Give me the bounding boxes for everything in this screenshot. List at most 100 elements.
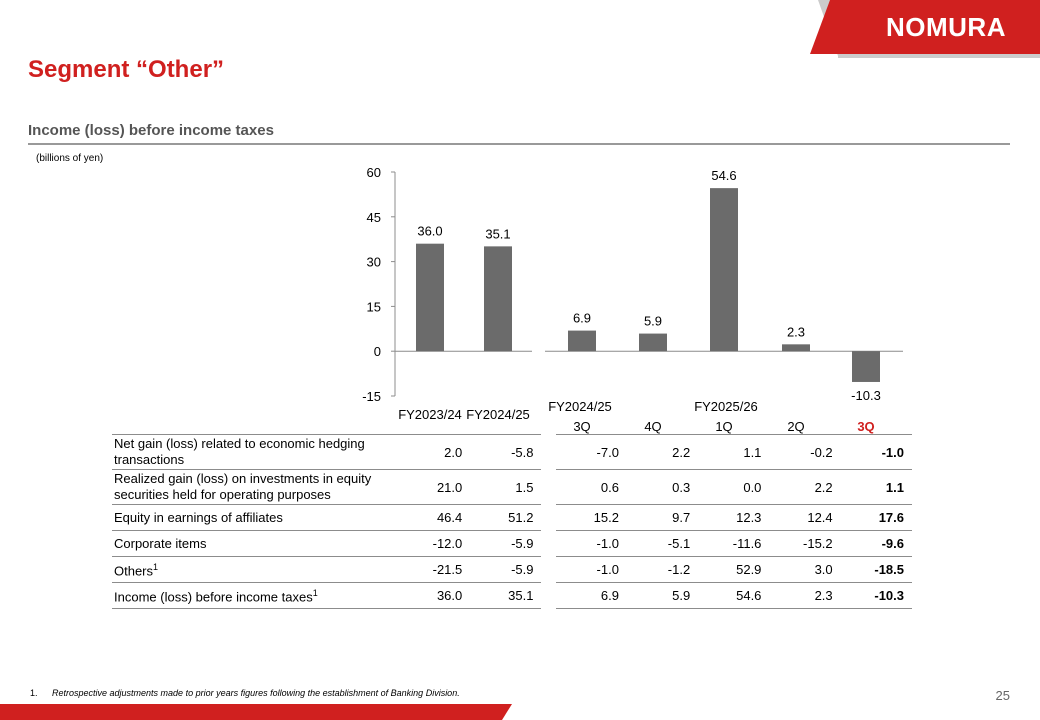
subtitle-divider [28,143,1010,145]
table-gap [541,583,555,609]
table-cell: 2.2 [769,469,841,505]
table-gap [541,557,555,583]
table-row: Net gain (loss) related to economic hedg… [112,434,912,470]
row-label: Others1 [112,556,400,583]
data-table: Net gain (loss) related to economic hedg… [112,434,912,609]
table-cell: -7.0 [555,434,627,470]
table-cell: 54.6 [698,582,770,609]
row-label-text: Corporate items [114,535,207,551]
row-label: Net gain (loss) related to economic hedg… [112,434,400,470]
footnote-marker: 1 [153,562,159,573]
table-cell: 3.0 [769,556,841,583]
table-cell: 1.1 [840,469,912,505]
data-label: 54.6 [711,168,736,183]
row-label-text: Equity in earnings of affiliates [114,509,283,525]
table-cell: -9.6 [840,530,912,557]
category-label: 1Q [715,419,732,434]
row-label-text: Income (loss) before income taxes [114,589,313,605]
category-label: 3Q [857,419,874,434]
row-label: Corporate items [112,530,400,557]
y-tick-label: -15 [362,389,381,404]
table-gap [541,531,555,557]
table-cell: 51.2 [470,504,542,531]
data-label: 6.9 [573,311,591,326]
bar [639,333,667,352]
table-cell: -5.9 [470,556,542,583]
table-cell: 0.0 [698,469,770,505]
y-tick-label: 15 [367,299,381,314]
table-cell: 2.0 [399,434,471,470]
bar [484,246,512,352]
table-gap [541,435,555,470]
bar [416,243,444,352]
data-label: 2.3 [787,324,805,339]
category-label: 2Q [787,419,804,434]
table-cell: -1.0 [555,556,627,583]
page-number: 25 [995,688,1010,703]
table-cell: 1.5 [470,469,542,505]
table-row: Realized gain (loss) on investments in e… [112,469,912,505]
table-cell: 2.2 [626,434,699,470]
table-gap [541,505,555,531]
table-cell: 35.1 [470,582,542,609]
table-cell: 21.0 [399,469,471,505]
table-cell: -1.0 [555,530,627,557]
table-cell: 52.9 [698,556,770,583]
bar [852,351,880,382]
table-cell: -15.2 [769,530,841,557]
table-cell: -12.0 [399,530,471,557]
data-label: 5.9 [644,314,662,329]
table-cell: -1.0 [840,434,912,470]
table-cell: 12.4 [769,504,841,531]
table-gap [541,470,555,505]
data-label: 35.1 [485,226,510,241]
category-label: 4Q [644,419,661,434]
table-cell: -1.2 [626,556,699,583]
table-cell: -10.3 [840,582,912,609]
table-cell: 2.3 [769,582,841,609]
table-row: Equity in earnings of affiliates 46.4 51.2… [112,504,912,531]
footnote-number: 1. [30,688,38,698]
row-label-text: Net gain (loss) related to economic hedg… [114,436,365,467]
logo-band [810,0,1040,58]
y-tick-label: 30 [367,255,381,270]
footer-bar [0,704,512,720]
table-cell: -0.2 [769,434,841,470]
table-cell: -5.8 [470,434,542,470]
row-label: Equity in earnings of affiliates [112,504,400,531]
table-cell: 46.4 [399,504,471,531]
data-label: 36.0 [417,224,442,239]
category-label: FY2024/25 [466,407,530,422]
table-cell: -18.5 [840,556,912,583]
data-label: -10.3 [851,388,881,403]
table-row: Income (loss) before income taxes1 36.0 35… [112,582,912,609]
bar-chart: -15 0 15 30 45 60 36.0 35.1 6.9 5.9 54.6 2.3 -10.3 FY… [362,165,903,434]
table-cell: 9.7 [626,504,699,531]
table-cell: 1.1 [698,434,770,470]
table-cell: -5.1 [626,530,699,557]
table-cell: 36.0 [399,582,471,609]
footnote-text: Retrospective adjustments made to prior … [52,688,460,698]
row-label-text: Others [114,563,154,579]
table-cell: 0.6 [555,469,627,505]
footnote-marker: 1 [312,588,318,599]
y-tick-label: 60 [367,165,381,180]
bar [568,330,596,352]
section-subtitle: Income (loss) before income taxes [28,122,274,139]
y-tick-label: 0 [374,344,381,359]
row-label-text: Realized gain (loss) on investments in e… [114,471,372,502]
table-row: Corporate items -12.0 -5.9 -1.0 -5.1 -11.6 -15… [112,530,912,557]
table-cell: 5.9 [626,582,699,609]
group-label: FY2024/25 [548,399,612,414]
row-label: Realized gain (loss) on investments in e… [112,469,400,505]
table-cell: 17.6 [840,504,912,531]
bar [782,344,810,352]
table-cell: 6.9 [555,582,627,609]
y-tick-label: 45 [367,210,381,225]
nomura-logo: NOMURA [886,12,1006,42]
row-label: Income (loss) before income taxes1 [112,582,400,609]
page-title: Segment “Other” [28,56,225,83]
category-label: FY2023/24 [398,407,462,422]
category-label: 3Q [573,419,590,434]
table-cell: 15.2 [555,504,627,531]
